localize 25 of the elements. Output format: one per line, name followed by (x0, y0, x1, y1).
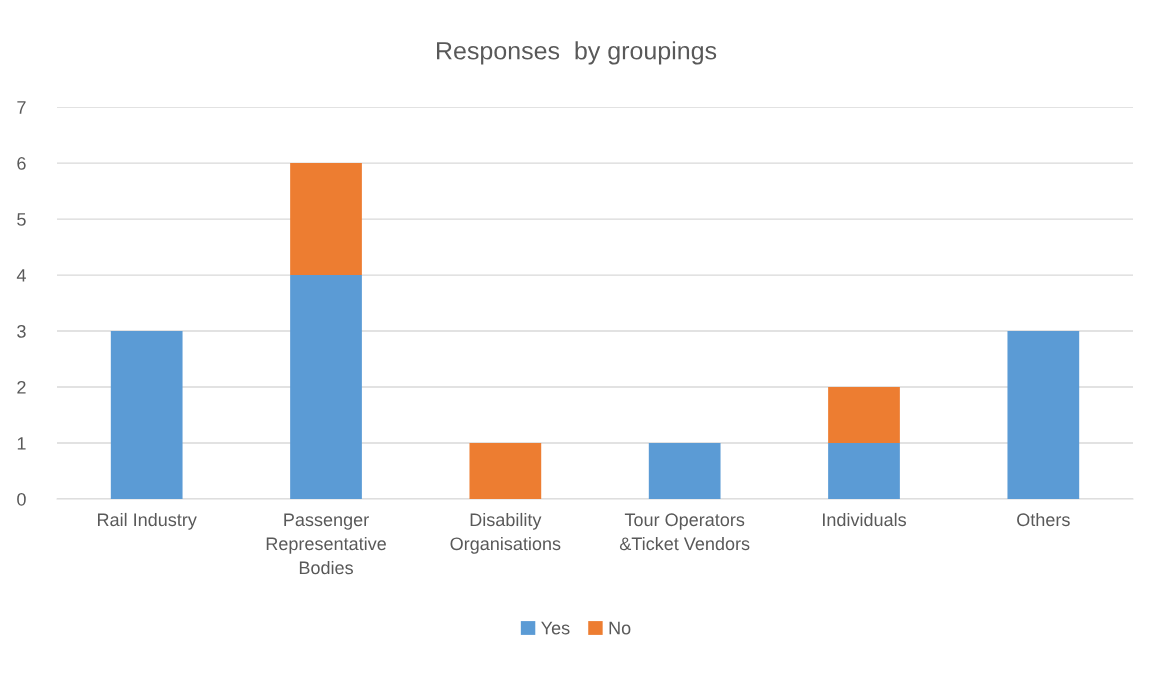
y-tick-label: 7 (17, 101, 26, 114)
y-tick-label: 4 (16, 269, 26, 282)
chart-title: Responses by groupings (437, 41, 717, 65)
y-tick-label: 5 (17, 213, 26, 226)
y-tick-label: 0 (17, 492, 26, 506)
x-tick-label: Disability Organisations (450, 512, 561, 554)
x-tick-label: Tour Operators &Ticket Vendors (619, 513, 750, 551)
bar (1007, 331, 1080, 500)
x-tick-label: Others (1017, 512, 1070, 527)
bar (290, 163, 362, 276)
bar (828, 387, 900, 444)
legend-label: Yes (541, 621, 570, 635)
bar (648, 443, 721, 500)
y-tick-label: 3 (17, 324, 26, 338)
y-tick-label: 2 (17, 380, 26, 394)
x-tick-label: Individuals (823, 512, 907, 527)
bar (469, 443, 542, 500)
bar (290, 275, 362, 500)
bar (110, 331, 183, 500)
y-tick-label: 1 (17, 437, 26, 450)
bar (828, 443, 900, 500)
legend-label: No (609, 621, 631, 635)
y-tick-label: 6 (17, 157, 26, 170)
x-tick-label: Passenger Representative Bodies (266, 513, 386, 575)
x-tick-label: Rail Industry (98, 512, 197, 530)
